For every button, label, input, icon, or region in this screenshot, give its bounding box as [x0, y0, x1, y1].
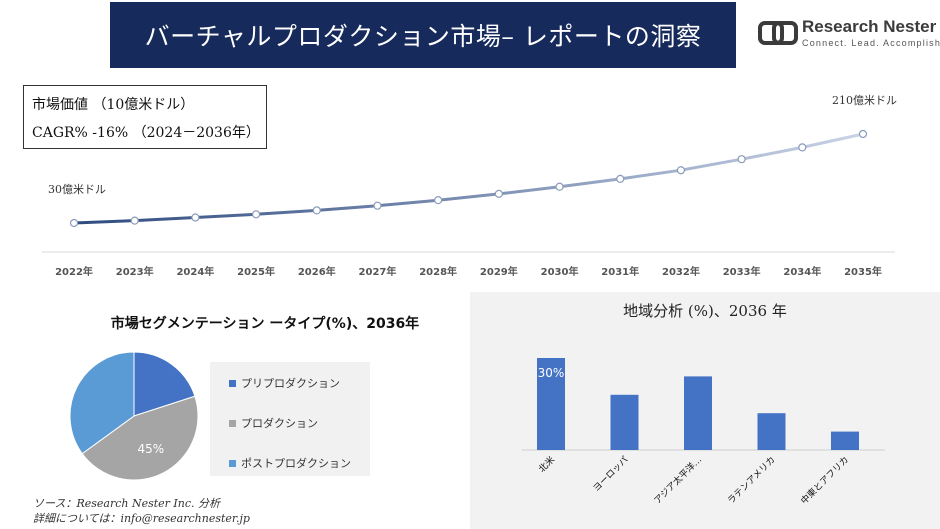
line-point — [798, 143, 807, 152]
region-tick-label: 北米 — [536, 454, 557, 475]
x-tick-label: 2023年 — [116, 265, 154, 278]
x-tick-label: 2035年 — [844, 265, 882, 278]
legend-label: ポストプロダクション — [241, 457, 351, 470]
x-tick-label: 2022年 — [55, 265, 93, 278]
x-tick-label: 2034年 — [783, 265, 821, 278]
line-point — [555, 182, 564, 191]
x-tick-label: 2031年 — [601, 265, 639, 278]
pie-slice-label: 45% — [138, 442, 165, 456]
region-tick-label: アジア太平洋… — [651, 454, 704, 507]
pie-chart-title: 市場セグメンテーション ータイプ(%)、2036年 — [110, 316, 420, 332]
legend-swatch — [229, 379, 236, 387]
line-point — [312, 206, 321, 215]
source-line: ソース：Research Nester Inc. 分析 — [33, 497, 221, 510]
contact-line: 詳細については：info@researchnester.jp — [33, 512, 250, 525]
logo-tagline: Connect. Lead. Accomplish — [802, 38, 940, 48]
line-point — [616, 174, 625, 183]
region-chart-title: 地域分析 (%)、2036 年 — [623, 302, 787, 320]
region-tick-label: 中東とアフリカ — [798, 454, 851, 507]
pie-legend: プリプロダクション プロダクションポストプロダクション — [210, 362, 370, 476]
region-bar — [684, 376, 712, 450]
line-point — [69, 218, 79, 228]
legend-swatch — [229, 419, 236, 427]
last-value-annotation: 210億米ドル — [832, 94, 897, 107]
pie-slice — [81, 395, 199, 481]
research-nester-logo: Research Nester Connect. Lead. Accomplis… — [758, 14, 940, 54]
first-value-annotation: 30億米ドル — [48, 183, 106, 196]
region-tick-label: ヨーロッパ — [591, 454, 631, 494]
source-note: ソース：Research Nester Inc. 分析 詳細については：info… — [33, 496, 250, 526]
x-tick-label: 2025年 — [237, 265, 275, 278]
legend-label: プロダクション — [241, 417, 318, 430]
x-tick-label: 2029年 — [480, 265, 518, 278]
logo-name: Research Nester — [802, 17, 937, 36]
segment-pie-chart: 45% — [69, 351, 199, 481]
legend-label: プリプロダクション — [241, 377, 340, 390]
x-tick-label: 2027年 — [359, 265, 397, 278]
region-bar — [757, 413, 786, 450]
line-point — [737, 155, 746, 164]
x-tick-label: 2030年 — [541, 265, 579, 278]
bar-value-label: 30% — [538, 366, 565, 380]
pie-slice — [69, 351, 135, 455]
x-tick-label: 2024年 — [176, 265, 214, 278]
legend-swatch — [229, 459, 236, 467]
x-tick-label: 2026年 — [298, 265, 336, 278]
line-point — [494, 189, 503, 198]
logo-mark-icon — [758, 21, 798, 45]
cagr-label: CAGR% -16% （2024－2036年） — [32, 125, 260, 141]
pie-slice — [133, 351, 196, 417]
region-bar — [537, 358, 565, 450]
kpi-box: 市場価値 （10億米ドル） CAGR% -16% （2024－2036年） — [23, 85, 267, 149]
region-bar-chart: 30% 北米 ヨーロッパ アジア太平洋… ラテンアメリカ 中東とアフリカ — [522, 358, 885, 507]
line-point — [858, 129, 868, 139]
line-point — [251, 210, 261, 219]
x-tick-label: 2028年 — [419, 265, 457, 278]
series-line — [73, 132, 864, 225]
legend-item: ポストプロダクション — [229, 455, 351, 471]
x-tick-label: 2032年 — [662, 265, 700, 278]
x-tick-label: 2033年 — [723, 265, 761, 278]
region-tick-label: ラテンアメリカ — [726, 454, 778, 506]
region-bar — [610, 394, 639, 450]
market-value-line-chart: 2022年 2023年 2024年 2025年 2026年 2027年 2028年 2029年… — [42, 94, 897, 278]
legend-item: プロダクション — [229, 415, 318, 431]
page-title: バーチャルプロダクション市場– レポートの洞察 — [110, 2, 736, 68]
line-point — [191, 213, 200, 222]
legend-item: プリプロダクション — [229, 375, 340, 391]
line-point — [434, 196, 443, 205]
line-point — [676, 166, 686, 175]
line-point — [130, 216, 139, 225]
market-value-label: 市場価値 （10億米ドル） — [32, 97, 195, 113]
line-point — [373, 201, 382, 210]
region-bar — [831, 431, 859, 450]
